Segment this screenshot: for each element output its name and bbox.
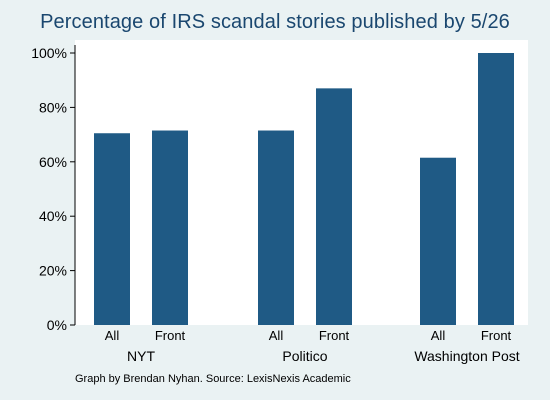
y-tick-label: 20% bbox=[39, 263, 67, 279]
x-sub-label: All bbox=[105, 328, 120, 343]
y-tick-label: 60% bbox=[39, 154, 67, 170]
x-sub-label: Front bbox=[155, 328, 186, 343]
x-sub-label: Front bbox=[481, 328, 512, 343]
bar-politico-all bbox=[258, 130, 294, 325]
bar-politico-front bbox=[316, 88, 352, 325]
bar-washington-post-all bbox=[420, 157, 456, 325]
chart-note: Graph by Brendan Nyhan. Source: LexisNex… bbox=[75, 373, 351, 385]
y-tick-label: 0% bbox=[47, 317, 67, 333]
x-sub-label: Front bbox=[319, 328, 350, 343]
x-group-label: NYT bbox=[127, 348, 155, 364]
x-sub-label: All bbox=[269, 328, 284, 343]
x-sub-label: All bbox=[431, 328, 446, 343]
bar-washington-post-front bbox=[478, 53, 514, 325]
y-tick-label: 80% bbox=[39, 99, 67, 115]
chart-title: Percentage of IRS scandal stories publis… bbox=[40, 11, 510, 33]
plot-area bbox=[75, 40, 528, 325]
x-group-label: Washington Post bbox=[414, 348, 519, 364]
bar-nyt-front bbox=[152, 130, 188, 325]
y-tick-label: 100% bbox=[31, 45, 67, 61]
y-tick-label: 40% bbox=[39, 208, 67, 224]
x-group-label: Politico bbox=[282, 348, 327, 364]
bar-nyt-all bbox=[94, 133, 130, 325]
